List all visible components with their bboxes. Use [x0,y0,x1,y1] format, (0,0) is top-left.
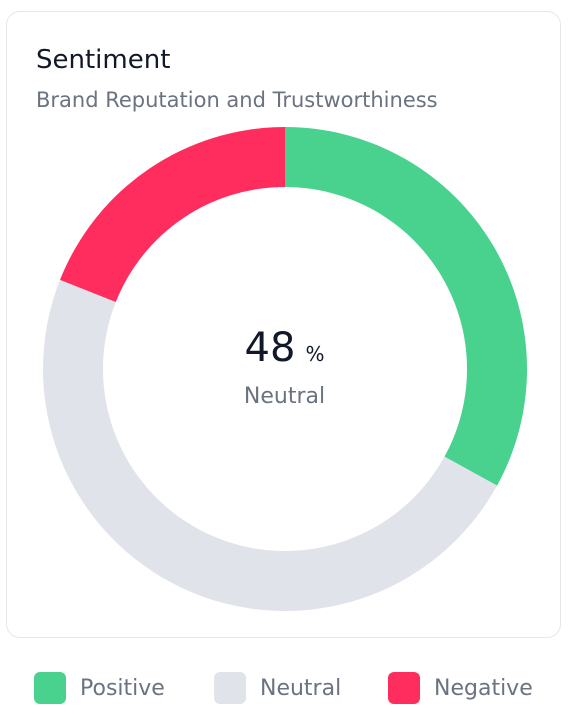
chart-legend: Positive Neutral Negative [0,672,580,704]
legend-item-neutral[interactable]: Neutral [214,672,341,704]
legend-swatch-neutral [214,672,246,704]
legend-label-positive: Positive [80,675,165,701]
center-value: 48% [7,328,562,368]
card-title: Sentiment [36,45,171,75]
center-label: Neutral [243,384,326,409]
center-value-unit: % [305,342,325,366]
donut-slice-negative[interactable] [59,127,285,303]
legend-item-positive[interactable]: Positive [34,672,165,704]
center-value-number: 48 [244,325,296,371]
legend-swatch-positive [34,672,66,704]
card-subtitle: Brand Reputation and Trustworthiness [36,88,438,112]
legend-item-negative[interactable]: Negative [388,672,533,704]
sentiment-donut-chart [43,127,527,611]
sentiment-card: Sentiment Brand Reputation and Trustwort… [6,11,561,638]
donut-slice-positive[interactable] [285,127,527,486]
legend-swatch-negative [388,672,420,704]
legend-label-negative: Negative [434,675,533,701]
donut-slice-neutral[interactable] [43,279,498,611]
legend-label-neutral: Neutral [260,675,342,701]
